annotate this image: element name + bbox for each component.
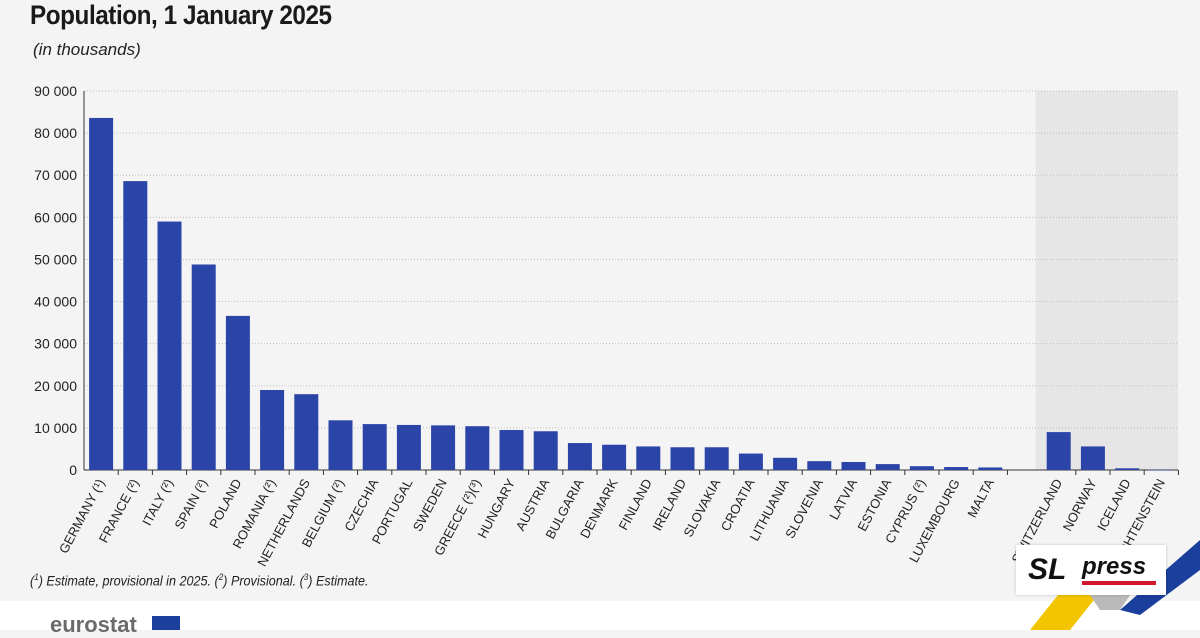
slpress-badge: SL press	[1016, 545, 1166, 595]
bar	[738, 453, 763, 470]
page-title: Population, 1 January 2025	[30, 0, 332, 30]
bar	[909, 466, 934, 470]
footer-band	[0, 601, 1200, 630]
slpress-logo: SL press	[1010, 540, 1200, 630]
x-tick-label: GERMANY (¹)	[56, 476, 108, 556]
bar	[704, 447, 729, 470]
bar	[465, 426, 490, 470]
bar	[1149, 469, 1174, 471]
slpress-underline	[1082, 581, 1156, 585]
slpress-sl: SL	[1028, 553, 1067, 586]
bar	[773, 457, 798, 470]
bar	[636, 446, 661, 470]
y-tick-label: 30 000	[34, 336, 77, 352]
bar	[841, 461, 866, 470]
x-tick-label: ITALY (²)	[139, 476, 176, 528]
eurostat-logo: eurostat	[50, 612, 137, 637]
bar	[294, 394, 319, 470]
x-tick-label: SPAIN (²)	[171, 476, 210, 531]
bar	[875, 464, 900, 470]
bar	[978, 467, 1003, 470]
bar	[191, 264, 216, 470]
y-tick-label: 20 000	[34, 378, 77, 394]
bar	[396, 424, 421, 470]
bar	[944, 467, 969, 470]
x-tick-label: FINLAND	[616, 476, 655, 532]
y-tick-label: 70 000	[34, 167, 77, 183]
bar	[807, 461, 832, 470]
bar	[1080, 446, 1105, 470]
x-tick-label: LATVIA	[826, 476, 860, 522]
population-bar-chart: 0 10 000 20 000 30 000 40 000 50 000 60 000 70 …	[34, 83, 1179, 570]
footnote: (1) Estimate, provisional in 2025. (2) P…	[30, 572, 369, 589]
x-tick-label: AUSTRIA	[513, 476, 553, 533]
bar	[89, 117, 114, 470]
bar	[328, 420, 353, 470]
bar	[1046, 432, 1071, 470]
x-tick-label: IRELAND	[649, 476, 689, 533]
bar	[499, 429, 524, 470]
x-tick-label: MALTA	[964, 476, 997, 520]
y-tick-label: 50 000	[34, 251, 77, 267]
bar	[157, 221, 182, 470]
bar	[260, 389, 285, 470]
x-tick-label: POLAND	[206, 476, 244, 530]
chart-subtitle: (in thousands)	[33, 40, 141, 59]
bar	[670, 447, 695, 470]
y-tick-label: 80 000	[34, 125, 77, 141]
bar	[567, 443, 592, 470]
bar	[533, 431, 558, 470]
y-tick-label: 10 000	[34, 420, 77, 436]
bar	[362, 424, 387, 470]
bar	[225, 315, 250, 470]
slpress-press: press	[1082, 553, 1147, 580]
efta-shaded-region	[1035, 91, 1178, 470]
eu-flag-icon	[152, 616, 180, 630]
x-tick-label: ICELAND	[1094, 476, 1134, 533]
bar	[1115, 468, 1140, 470]
y-tick-label: 90 000	[34, 83, 77, 99]
bar	[602, 444, 627, 470]
y-tick-label: 40 000	[34, 294, 77, 310]
y-tick-label: 60 000	[34, 209, 77, 225]
bar	[431, 425, 456, 470]
bar	[123, 181, 148, 470]
y-tick-label: 0	[69, 462, 77, 478]
